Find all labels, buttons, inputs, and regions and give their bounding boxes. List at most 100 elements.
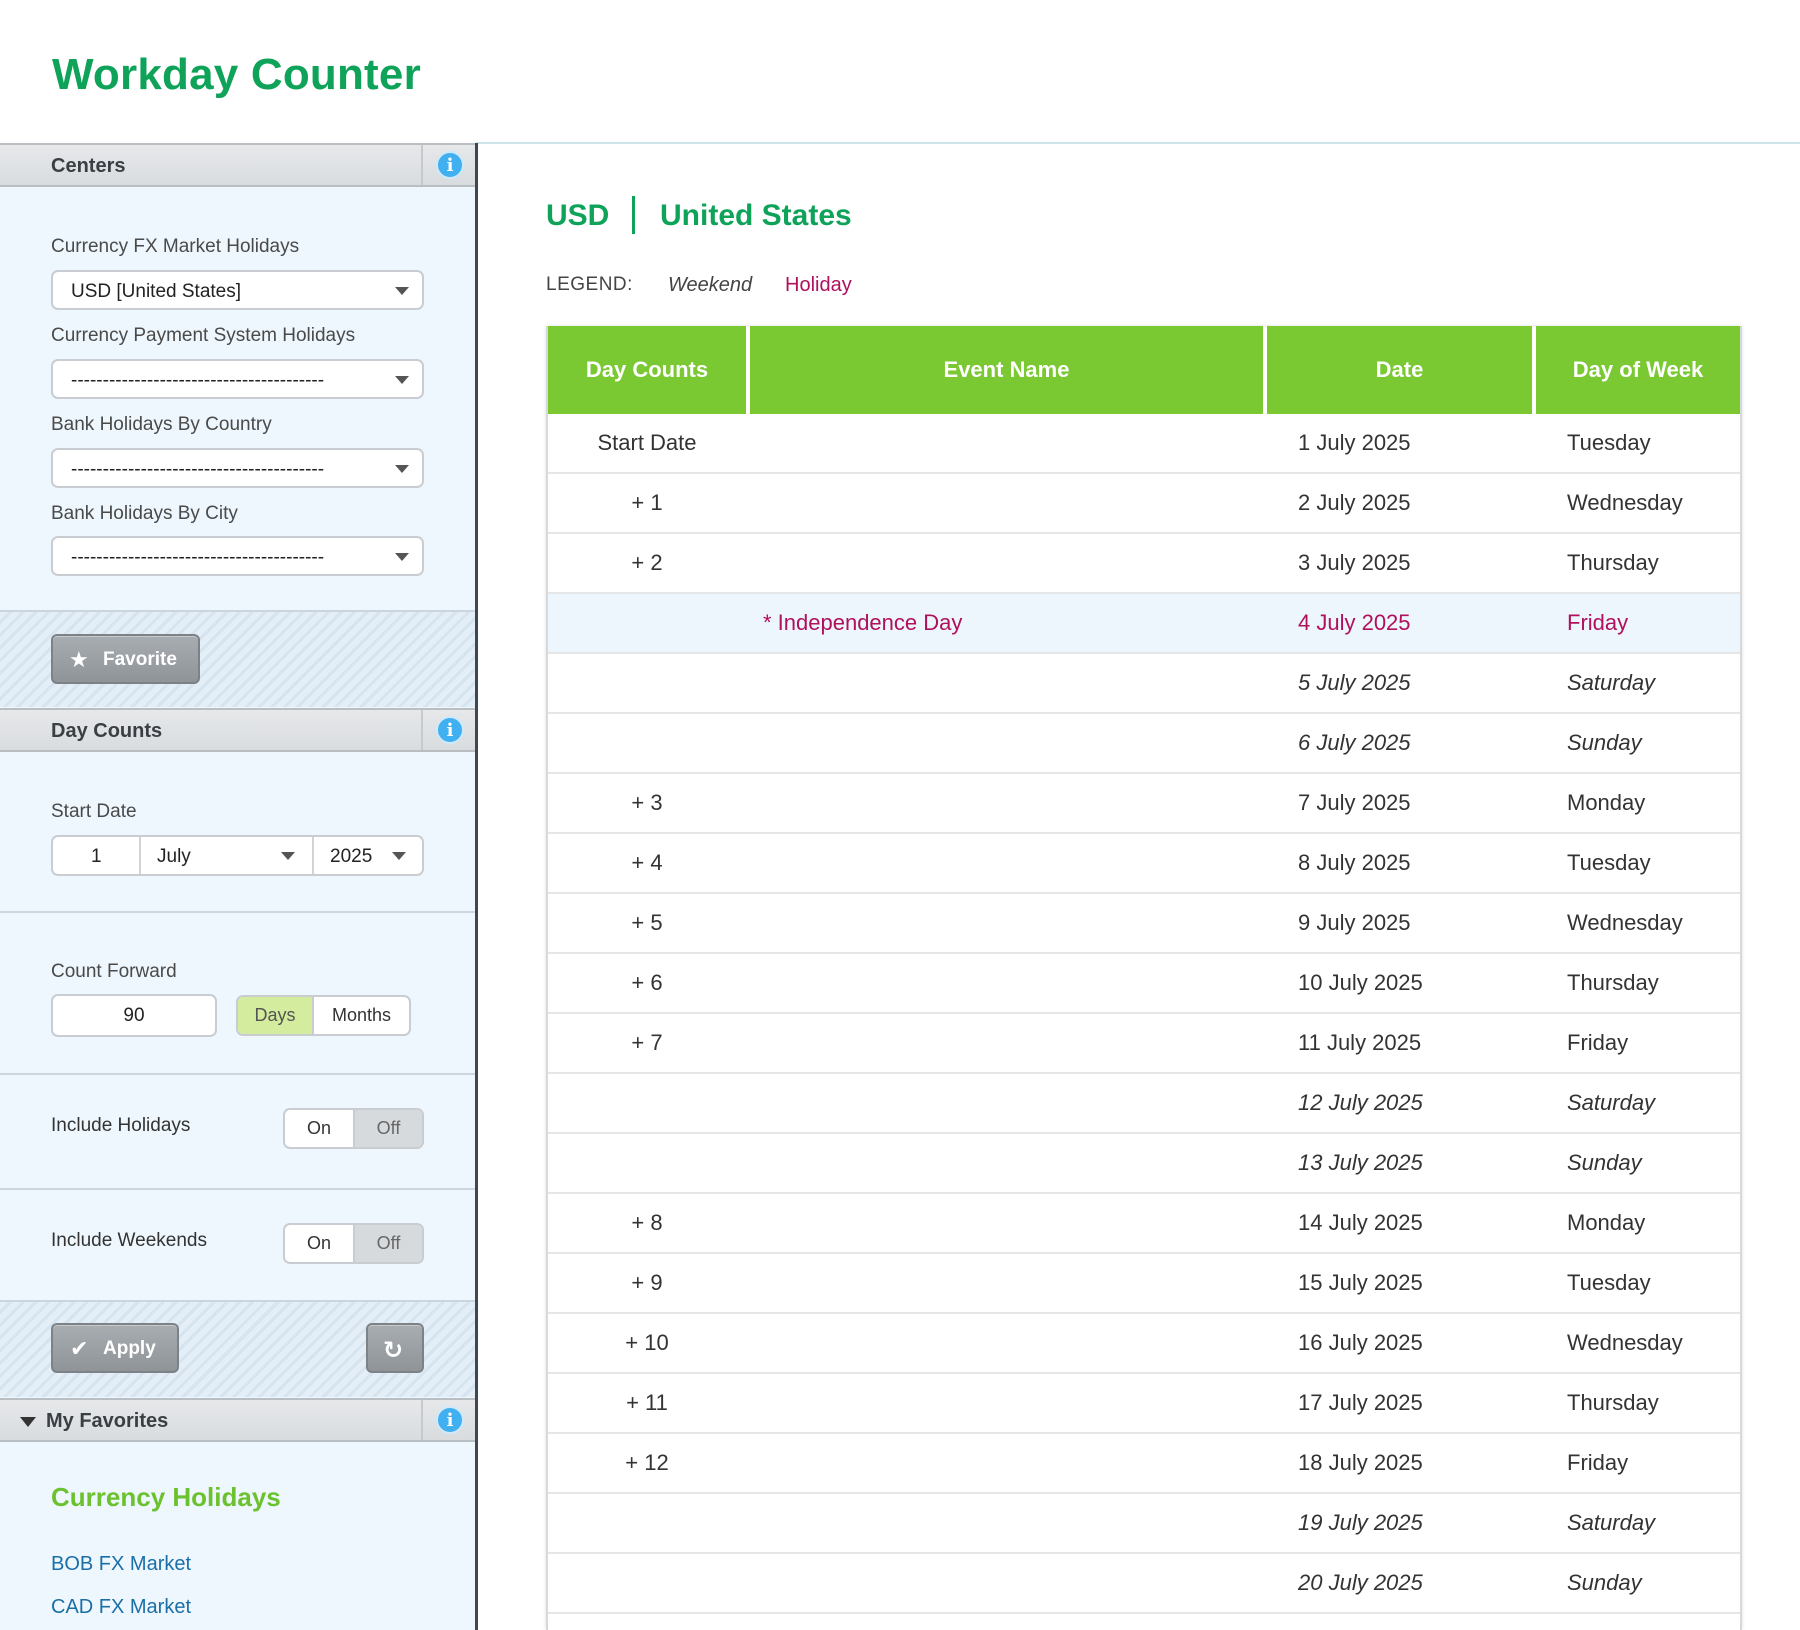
day-of-week-cell: Friday: [1567, 610, 1629, 635]
bank-city-select[interactable]: ----------------------------------------: [51, 536, 424, 576]
table-row: + 5 9 July 2025 Wednesday: [548, 894, 1740, 954]
table-row: 5 July 2025 Saturday: [548, 654, 1740, 714]
day-of-week-cell: Monday: [1567, 1210, 1646, 1235]
day-count-cell: + 4: [631, 850, 663, 875]
table-row: 19 July 2025 Saturday: [548, 1494, 1740, 1554]
info-icon: i: [436, 716, 464, 744]
start-day-value: 1: [91, 846, 102, 867]
day-of-week-cell: Saturday: [1567, 1510, 1656, 1535]
include-holidays-off[interactable]: Off: [355, 1110, 422, 1147]
apply-button-label: Apply: [103, 1338, 156, 1359]
bank-country-select[interactable]: ----------------------------------------: [51, 448, 424, 488]
start-day-input[interactable]: 1: [53, 837, 141, 874]
table-row: + 9 15 July 2025 Tuesday: [548, 1254, 1740, 1314]
date-cell: 10 July 2025: [1298, 970, 1423, 995]
chevron-down-icon: [395, 553, 409, 561]
section-divider: [0, 1188, 475, 1190]
payment-system-select[interactable]: ----------------------------------------: [51, 359, 424, 399]
currency-code: USD: [546, 199, 610, 232]
table-row: 6 July 2025 Sunday: [548, 714, 1740, 774]
start-year-select[interactable]: 2025: [314, 837, 422, 874]
table-row: Start Date 1 July 2025 Tuesday: [548, 414, 1740, 474]
date-cell: 9 July 2025: [1298, 910, 1411, 935]
count-forward-label: Count Forward: [51, 961, 177, 982]
collapse-triangle-icon: [20, 1417, 36, 1427]
favorite-link-cad[interactable]: CAD FX Market: [51, 1596, 192, 1618]
chevron-down-icon: [395, 287, 409, 295]
column-header-event-name: Event Name: [943, 357, 1070, 382]
day-of-week-cell: Tuesday: [1567, 430, 1651, 455]
chevron-down-icon: [395, 465, 409, 473]
date-cell: 7 July 2025: [1298, 790, 1411, 815]
unit-months-option[interactable]: Months: [331, 1005, 392, 1025]
day-of-week-cell: Sunday: [1567, 1570, 1642, 1595]
table-row: + 4 8 July 2025 Tuesday: [548, 834, 1740, 894]
column-header-day-counts: Day Counts: [585, 357, 709, 382]
legend-label: LEGEND:: [546, 274, 633, 295]
day-count-cell: + 3: [631, 790, 663, 815]
day-counts-section-header[interactable]: Day Counts i: [0, 708, 475, 752]
my-favorites-heading: My Favorites: [46, 1410, 169, 1432]
day-of-week-cell: Tuesday: [1567, 850, 1651, 875]
include-weekends-label: Include Weekends: [51, 1230, 207, 1251]
date-cell: 5 July 2025: [1298, 670, 1411, 695]
day-counts-heading: Day Counts: [51, 720, 163, 742]
legend-holiday: Holiday: [785, 274, 852, 296]
centers-section-header[interactable]: Centers i: [0, 143, 475, 187]
table-row: 13 July 2025 Sunday: [548, 1134, 1740, 1194]
bank-country-value: ----------------------------------------: [71, 459, 325, 480]
fx-market-select[interactable]: USD [United States]: [51, 270, 424, 310]
day-of-week-cell: Thursday: [1567, 1390, 1659, 1415]
date-cell: 13 July 2025: [1298, 1150, 1423, 1175]
start-month-select[interactable]: July: [141, 837, 314, 874]
favorite-button-label: Favorite: [103, 649, 177, 670]
day-of-week-cell: Thursday: [1567, 550, 1659, 575]
centers-actions-bar: ★ Favorite: [0, 610, 475, 707]
day-of-week-cell: Monday: [1567, 790, 1646, 815]
day-of-week-cell: Sunday: [1567, 730, 1642, 755]
date-cell: 20 July 2025: [1298, 1570, 1423, 1595]
day-of-week-cell: Wednesday: [1567, 1330, 1683, 1355]
day-of-week-cell: Sunday: [1567, 1150, 1642, 1175]
chevron-down-icon: [281, 852, 295, 860]
date-cell: 15 July 2025: [1298, 1270, 1423, 1295]
date-cell: 18 July 2025: [1298, 1450, 1423, 1475]
sidebar: Centers i Currency FX Market Holidays US…: [0, 143, 478, 1630]
day-count-cell: + 11: [626, 1390, 668, 1415]
unit-days-option[interactable]: Days: [238, 997, 314, 1034]
star-icon: ★: [69, 647, 89, 672]
count-forward-input[interactable]: 90: [51, 994, 217, 1037]
bank-city-label: Bank Holidays By City: [51, 503, 238, 524]
day-of-week-cell: Tuesday: [1567, 1270, 1651, 1295]
column-separator: [1532, 326, 1536, 414]
date-cell: 11 July 2025: [1298, 1030, 1422, 1055]
my-favorites-info-button[interactable]: i: [421, 1400, 475, 1440]
include-weekends-off[interactable]: Off: [355, 1225, 422, 1262]
country-name: United States: [660, 199, 852, 232]
date-cell: 12 July 2025: [1298, 1090, 1423, 1115]
include-holidays-on[interactable]: On: [285, 1110, 355, 1147]
date-cell: 17 July 2025: [1298, 1390, 1423, 1415]
date-cell: 19 July 2025: [1298, 1510, 1423, 1535]
favorite-link-bob[interactable]: BOB FX Market: [51, 1553, 192, 1575]
day-count-cell: Start Date: [597, 430, 697, 455]
include-holidays-toggle: On Off: [283, 1108, 424, 1149]
reset-button[interactable]: ↻: [366, 1323, 424, 1373]
date-cell: 6 July 2025: [1298, 730, 1411, 755]
my-favorites-section-header[interactable]: My Favorites i: [0, 1398, 475, 1442]
centers-info-button[interactable]: i: [421, 145, 475, 185]
table-row: + 11 17 July 2025 Thursday: [548, 1374, 1740, 1434]
info-icon: i: [436, 1406, 464, 1434]
start-date-picker: 1 July 2025: [51, 835, 424, 876]
favorite-button[interactable]: ★ Favorite: [51, 634, 200, 684]
day-count-cell: + 1: [631, 490, 663, 515]
column-header-day-of-week: Day of Week: [1572, 357, 1704, 382]
table-row: + 8 14 July 2025 Monday: [548, 1194, 1740, 1254]
table-row: 20 July 2025 Sunday: [548, 1554, 1740, 1614]
apply-button[interactable]: ✔ Apply: [51, 1323, 179, 1373]
day-count-cell: + 6: [631, 970, 663, 995]
table-row: * Independence Day 4 July 2025 Friday: [548, 594, 1740, 654]
day-counts-info-button[interactable]: i: [421, 710, 475, 750]
include-weekends-on[interactable]: On: [285, 1225, 355, 1262]
table-row: + 2 3 July 2025 Thursday: [548, 534, 1740, 594]
